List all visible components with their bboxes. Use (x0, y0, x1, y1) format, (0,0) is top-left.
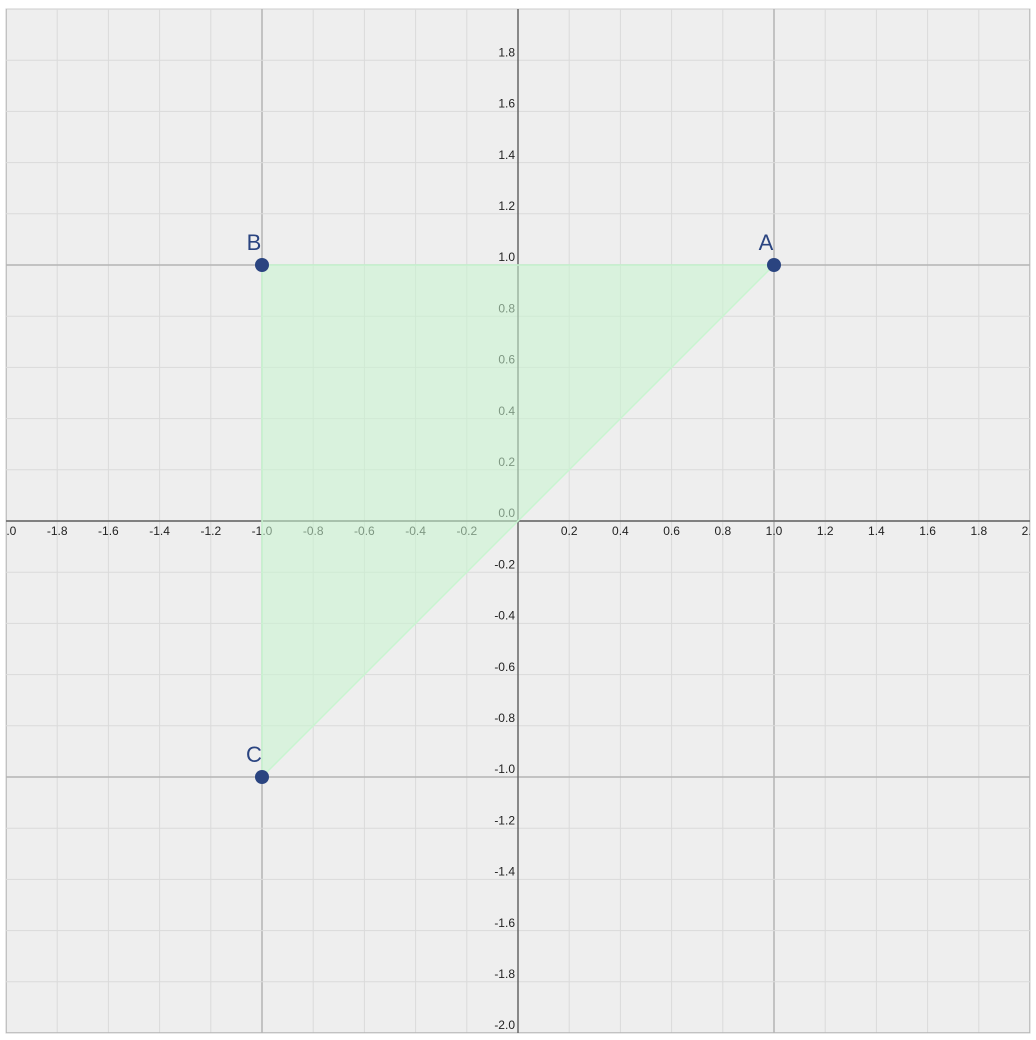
x-tick-label: 0.4 (612, 524, 629, 538)
point (255, 770, 269, 784)
plot-area: -2.0 -1.8 -1.6 -1.4 -1.2 -1.0 -0.8 -0.6 -0.4 -0.2… (0, 9, 1036, 1033)
x-tick-label: 1.4 (868, 524, 885, 538)
y-tick-label: -0.6 (494, 660, 515, 674)
x-tick-label: 0.8 (714, 524, 731, 538)
y-tick-label: -1.2 (494, 813, 515, 827)
point (255, 258, 269, 272)
y-tick-label: -0.2 (494, 557, 515, 571)
y-tick-label: -1.8 (494, 967, 515, 981)
x-tick-label: 1.6 (919, 524, 936, 538)
x-tick-label: 0.6 (663, 524, 680, 538)
x-tick-label: -1.4 (149, 524, 170, 538)
y-tick-label: -0.8 (494, 711, 515, 725)
y-tick-label: 1.4 (498, 148, 515, 162)
point (767, 258, 781, 272)
x-tick-label: 1.8 (970, 524, 987, 538)
y-tick-label: 1.8 (498, 45, 515, 59)
y-tick-label: 1.2 (498, 199, 515, 213)
x-tick-label: -1.8 (47, 524, 68, 538)
x-tick-label: 1.2 (817, 524, 834, 538)
y-tick-label: 1.0 (498, 250, 515, 264)
y-tick-label: 1.6 (498, 97, 515, 111)
x-tick-label: 0.2 (561, 524, 578, 538)
x-tick-label: -1.2 (200, 524, 221, 538)
x-tick-label: 1.0 (766, 524, 783, 538)
point-label: B (247, 230, 262, 255)
y-tick-label: -0.4 (494, 609, 515, 623)
y-tick-label: -1.4 (494, 865, 515, 879)
point-label: A (759, 230, 774, 255)
y-tick-label: -1.0 (494, 762, 515, 776)
y-tick-label: -1.6 (494, 916, 515, 930)
triangle (261, 264, 776, 779)
point-label: C (246, 742, 262, 767)
y-tick-label: -2.0 (494, 1018, 515, 1032)
x-tick-label: -1.6 (98, 524, 119, 538)
x-tick-label: -2.0 (0, 524, 17, 538)
x-tick-label: 2.0 (1022, 524, 1036, 538)
